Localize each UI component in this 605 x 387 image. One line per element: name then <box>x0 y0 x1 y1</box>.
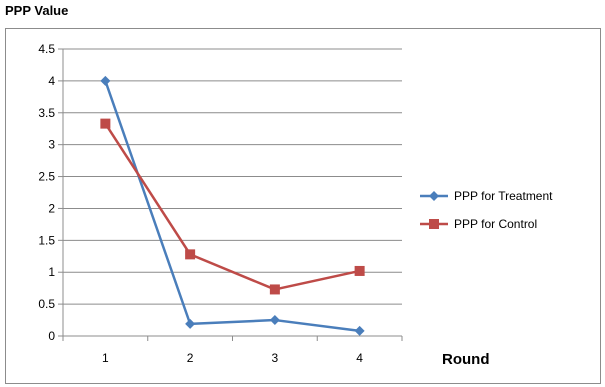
legend-item: PPP for Treatment <box>420 189 553 203</box>
legend-label: PPP for Control <box>454 217 537 231</box>
y-tick-label: 0 <box>48 329 55 343</box>
x-tick-label: 4 <box>356 351 363 365</box>
data-point <box>100 118 111 129</box>
legend-label: PPP for Treatment <box>454 189 553 203</box>
y-tick-label: 0.5 <box>38 297 55 311</box>
y-tick-label: 3 <box>48 138 55 152</box>
legend: PPP for Treatment PPP for Control <box>420 189 553 231</box>
data-point <box>269 315 280 326</box>
data-point <box>354 265 365 276</box>
x-tick-label: 2 <box>187 351 194 365</box>
y-tick-label: 1.5 <box>38 233 55 247</box>
series-line <box>104 80 360 333</box>
y-tick-label: 1 <box>48 265 55 279</box>
series-line <box>104 122 360 291</box>
y-tick-labels: 0 0.5 1 1.5 2 2.5 3 3.5 4 4.5 <box>38 42 55 343</box>
chart-frame <box>5 28 601 384</box>
chart-title: PPP Value <box>5 3 69 18</box>
y-tick-label: 4 <box>48 74 55 88</box>
y-tick-label: 2.5 <box>38 170 55 184</box>
data-point <box>100 75 111 86</box>
data-point <box>185 318 196 329</box>
series-control <box>100 118 365 295</box>
data-point <box>269 284 280 295</box>
y-tick-label: 3.5 <box>38 106 55 120</box>
legend-item: PPP for Control <box>420 217 537 231</box>
axes <box>58 48 403 341</box>
x-tick-label: 1 <box>102 351 109 365</box>
data-point <box>354 325 365 336</box>
x-tick-labels: 1 2 3 4 <box>102 351 363 365</box>
legend-marker <box>429 219 439 229</box>
data-point <box>185 249 196 260</box>
y-tick-label: 4.5 <box>38 42 55 56</box>
series-lines <box>100 75 365 336</box>
y-tick-label: 2 <box>48 201 55 215</box>
x-axis-label: Round <box>442 351 489 368</box>
legend-marker <box>429 191 439 201</box>
gridlines <box>63 48 402 305</box>
x-tick-label: 3 <box>272 351 279 365</box>
series-treatment <box>100 75 365 336</box>
